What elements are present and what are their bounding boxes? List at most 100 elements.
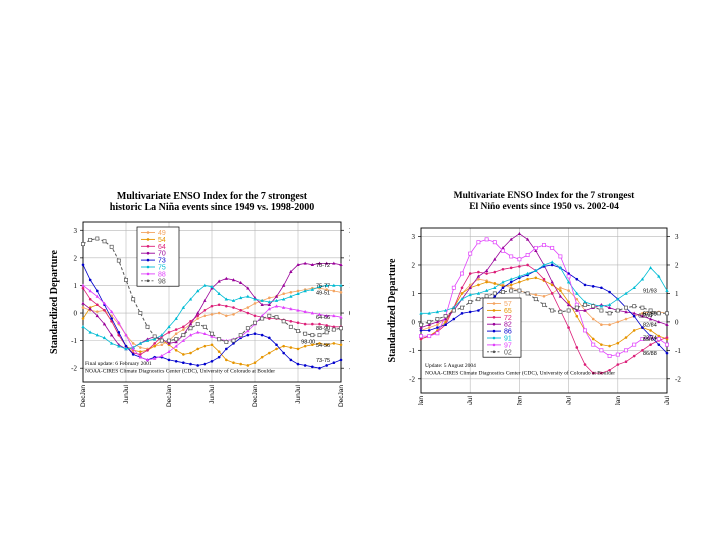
point-97	[591, 342, 596, 347]
x-tick-label: DecJan	[80, 385, 87, 407]
point-49	[174, 332, 178, 336]
legend-label-73: 73	[158, 258, 166, 265]
point-57	[509, 286, 513, 290]
point-70	[102, 322, 107, 326]
point-86	[452, 317, 456, 321]
point-65	[477, 283, 480, 287]
y-tick-label-right: 0	[349, 310, 350, 318]
end-label: 86/88	[643, 351, 657, 357]
point-73	[174, 360, 178, 363]
point-65	[526, 277, 529, 281]
point-57	[468, 283, 472, 287]
point-98	[245, 326, 250, 331]
point-65	[534, 276, 538, 280]
point-73	[246, 333, 250, 337]
point-73	[189, 362, 192, 366]
point-54	[239, 362, 242, 366]
point-98	[217, 337, 222, 342]
point-91	[419, 311, 423, 315]
point-82	[575, 308, 579, 312]
point-88	[324, 313, 329, 318]
point-86	[550, 263, 554, 267]
point-57	[608, 323, 611, 327]
point-88	[124, 333, 128, 337]
point-91	[640, 277, 645, 281]
point-98	[138, 311, 143, 315]
point-75	[138, 341, 143, 345]
point-98	[281, 319, 286, 324]
point-70	[246, 286, 250, 290]
x-tick-label: JunJul	[209, 384, 216, 403]
point-91	[501, 280, 505, 284]
point-54	[189, 351, 192, 355]
point-91	[657, 274, 661, 278]
point-73	[81, 263, 85, 267]
point-86	[419, 329, 423, 332]
current-event-label: 98-00	[301, 340, 315, 346]
point-88	[289, 307, 293, 311]
y-tick-label-left: 3	[74, 227, 78, 235]
point-98	[324, 330, 329, 335]
point-97	[656, 336, 661, 341]
point-70	[231, 278, 236, 282]
point-54	[253, 361, 257, 364]
point-65	[559, 289, 562, 292]
y-tick-label-left: 2	[412, 261, 416, 269]
point-02	[525, 291, 530, 296]
end-label: 91/93	[643, 289, 657, 295]
point-73	[289, 358, 293, 362]
point-49	[139, 346, 142, 349]
point-98	[116, 258, 121, 263]
point-49	[96, 310, 99, 313]
point-54	[289, 346, 293, 349]
point-91	[616, 297, 620, 301]
end-label: 65/67	[643, 337, 657, 343]
legend-label-54: 54	[158, 237, 166, 244]
point-02	[427, 319, 432, 324]
point-97	[648, 335, 653, 340]
point-73	[124, 344, 128, 348]
point-70	[303, 261, 307, 265]
point-88	[296, 308, 300, 312]
x-tick-label: DecJan	[252, 385, 259, 407]
point-86	[608, 290, 611, 294]
point-73	[96, 289, 99, 293]
point-82	[657, 320, 661, 324]
point-82	[632, 311, 636, 315]
point-97	[484, 237, 489, 242]
legend-marker-75	[146, 265, 150, 269]
point-75	[238, 296, 243, 300]
point-64	[196, 314, 199, 318]
legend-label-65: 65	[504, 308, 512, 315]
point-75	[210, 285, 214, 289]
point-57	[575, 297, 579, 301]
point-75	[167, 325, 171, 329]
point-88	[117, 320, 121, 324]
point-88	[131, 347, 135, 351]
point-64	[232, 306, 235, 309]
point-97	[550, 245, 555, 250]
point-54	[282, 344, 285, 348]
y-tick-label-right: -2	[349, 365, 350, 373]
point-72	[649, 343, 652, 346]
point-64	[225, 304, 228, 308]
point-98	[188, 326, 193, 331]
point-02	[501, 290, 505, 294]
point-82	[525, 237, 530, 241]
point-82	[640, 314, 645, 318]
point-97	[533, 245, 538, 250]
legend-marker-86	[492, 329, 496, 333]
point-02	[460, 305, 464, 310]
point-49	[253, 302, 257, 305]
point-82	[624, 310, 628, 314]
point-64	[332, 325, 336, 329]
legend-marker-73	[146, 258, 150, 262]
x-tick-label: DecJan	[166, 385, 173, 407]
point-65	[591, 337, 595, 341]
point-75	[195, 289, 200, 293]
point-91	[542, 263, 546, 267]
point-98	[231, 338, 236, 343]
point-86	[468, 310, 472, 314]
point-82	[493, 257, 497, 261]
point-91	[558, 266, 563, 270]
